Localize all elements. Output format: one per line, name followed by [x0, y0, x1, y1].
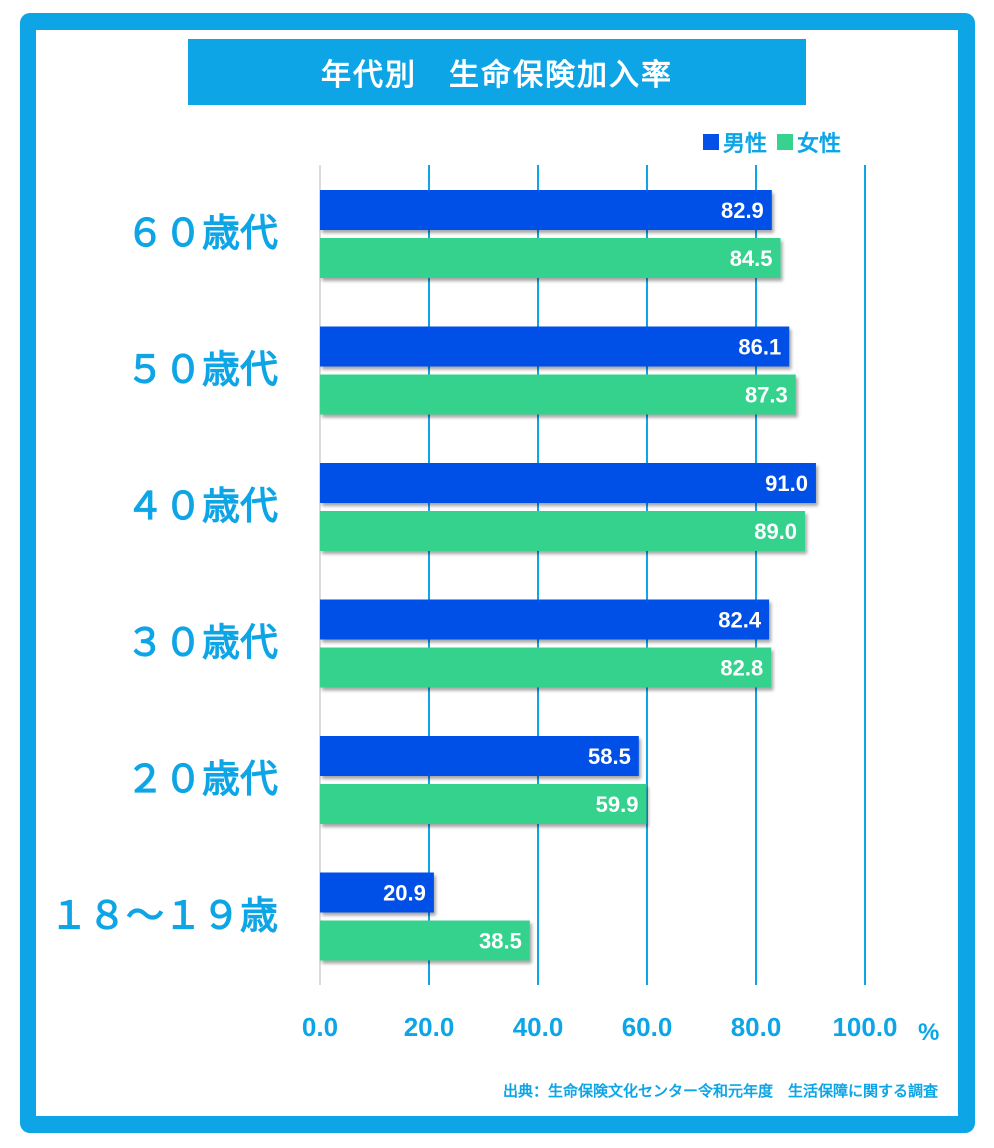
- legend-item-female: 女性: [777, 126, 841, 158]
- x-tick-label: 60.0: [622, 1012, 673, 1042]
- legend-label-female: 女性: [797, 132, 842, 157]
- legend-swatch-male: [703, 134, 719, 150]
- legend: 男性 女性: [703, 126, 841, 158]
- x-tick-label: 100.0: [832, 1012, 897, 1042]
- x-unit-label: %: [918, 1019, 939, 1046]
- category-label: ３０歳代: [126, 621, 278, 665]
- category-label: ２０歳代: [126, 757, 278, 801]
- bar-male: [320, 463, 816, 503]
- source-note: 出典：生命保険文化センター令和元年度 生活保障に関する調査: [502, 1082, 938, 1100]
- bar-female: [320, 511, 806, 551]
- bar-female: [320, 920, 530, 961]
- data-label: 58.5: [588, 744, 631, 769]
- legend-swatch-female: [777, 134, 794, 150]
- category-label: ６０歳代: [126, 211, 278, 255]
- x-tick-label: 0.0: [302, 1012, 338, 1042]
- bar-male: [320, 190, 772, 230]
- bar-female: [320, 238, 781, 278]
- chart-title: 年代別 生命保険加入率: [188, 39, 806, 105]
- data-label: 84.5: [730, 246, 773, 271]
- x-tick-label: 20.0: [404, 1012, 455, 1042]
- data-label: 86.1: [738, 335, 781, 360]
- data-label: 82.9: [721, 198, 764, 223]
- data-label: 87.3: [745, 383, 788, 408]
- bar-male: [320, 736, 639, 776]
- data-label: 59.9: [596, 792, 639, 817]
- bar-female: [320, 784, 647, 824]
- category-label: １８～１９歳: [50, 894, 278, 938]
- data-label: 20.9: [383, 881, 426, 906]
- bar-male: [320, 326, 790, 367]
- category-label: ４０歳代: [126, 484, 278, 528]
- bar-female: [320, 374, 796, 415]
- x-tick-label: 80.0: [731, 1012, 782, 1042]
- data-label: 91.0: [765, 471, 808, 496]
- bar-female: [320, 647, 772, 688]
- bar-male: [320, 599, 770, 640]
- data-label: 82.4: [718, 608, 762, 633]
- legend-label-male: 男性: [723, 132, 768, 157]
- bar-male: [320, 872, 434, 913]
- data-label: 82.8: [720, 656, 763, 681]
- legend-item-male: 男性: [703, 126, 767, 158]
- category-label: ５０歳代: [126, 348, 278, 392]
- x-tick-label: 40.0: [513, 1012, 564, 1042]
- data-label: 89.0: [754, 519, 797, 544]
- data-label: 38.5: [479, 929, 522, 954]
